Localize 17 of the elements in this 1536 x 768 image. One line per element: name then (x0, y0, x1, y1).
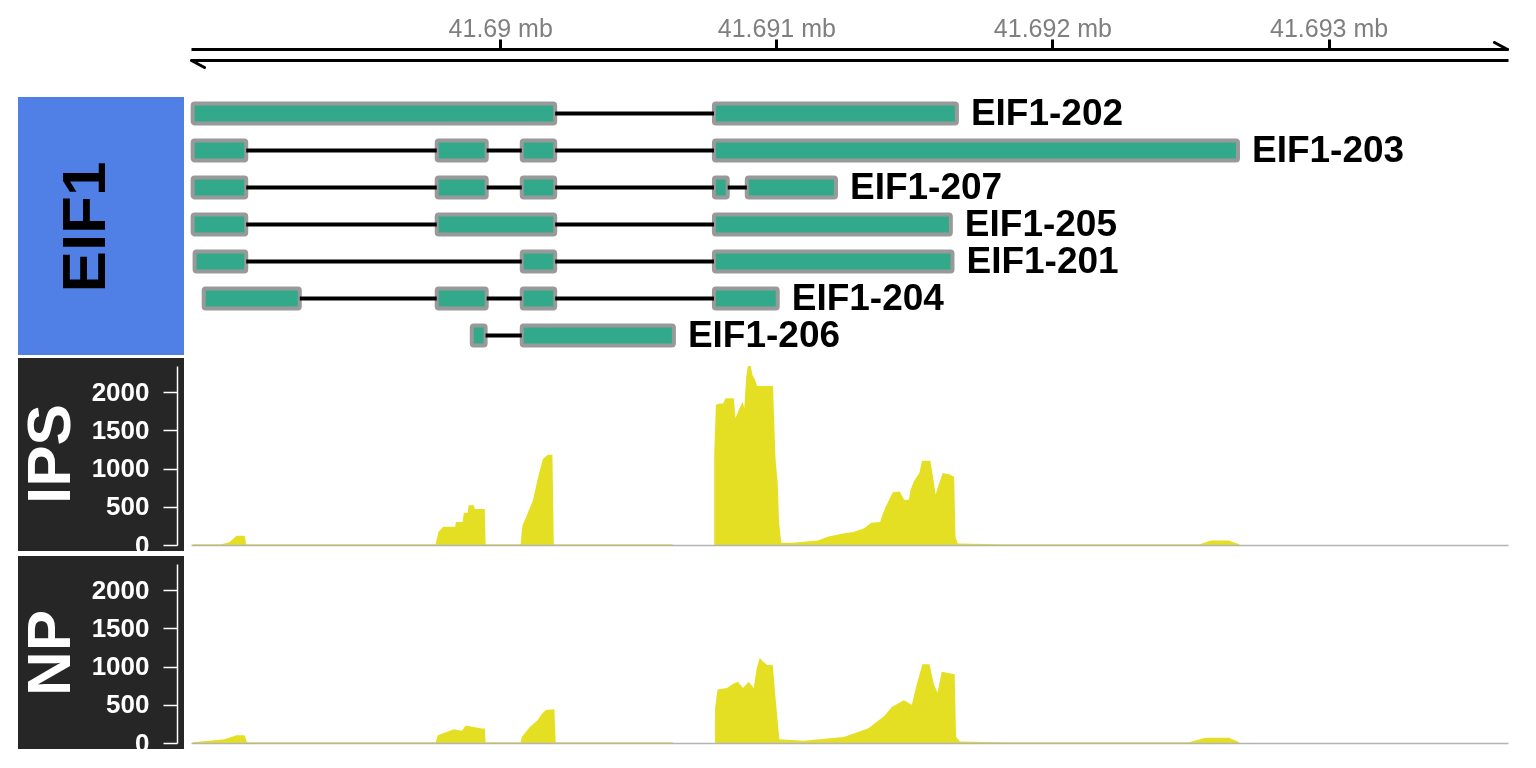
y-tick-label: 1500 (91, 414, 150, 445)
x-tick-label: 41.692 mb (993, 13, 1112, 42)
x-tick-label: 41.69 mb (448, 13, 553, 42)
y-tick-label: 1500 (91, 612, 150, 643)
y-tick-label: EIF1-202 (970, 91, 1124, 133)
x-tick-label: 41.693 mb (1269, 13, 1389, 42)
y-tick-label: 2000 (91, 376, 150, 407)
y-tick-label: EIF1-203 (1251, 128, 1405, 170)
y-tick-label: 1000 (91, 453, 150, 483)
y-tick-label: 2000 (91, 574, 150, 605)
y-axis-title: EIF1 (49, 161, 118, 293)
y-tick-label: 1000 (91, 651, 150, 681)
y-axis-title: IPS (14, 404, 83, 504)
y-tick-label: 500 (106, 689, 150, 720)
x-tick-label: 41.691 mb (717, 13, 836, 42)
y-axis-title: NP (14, 609, 83, 697)
y-tick-label: 500 (106, 491, 150, 522)
